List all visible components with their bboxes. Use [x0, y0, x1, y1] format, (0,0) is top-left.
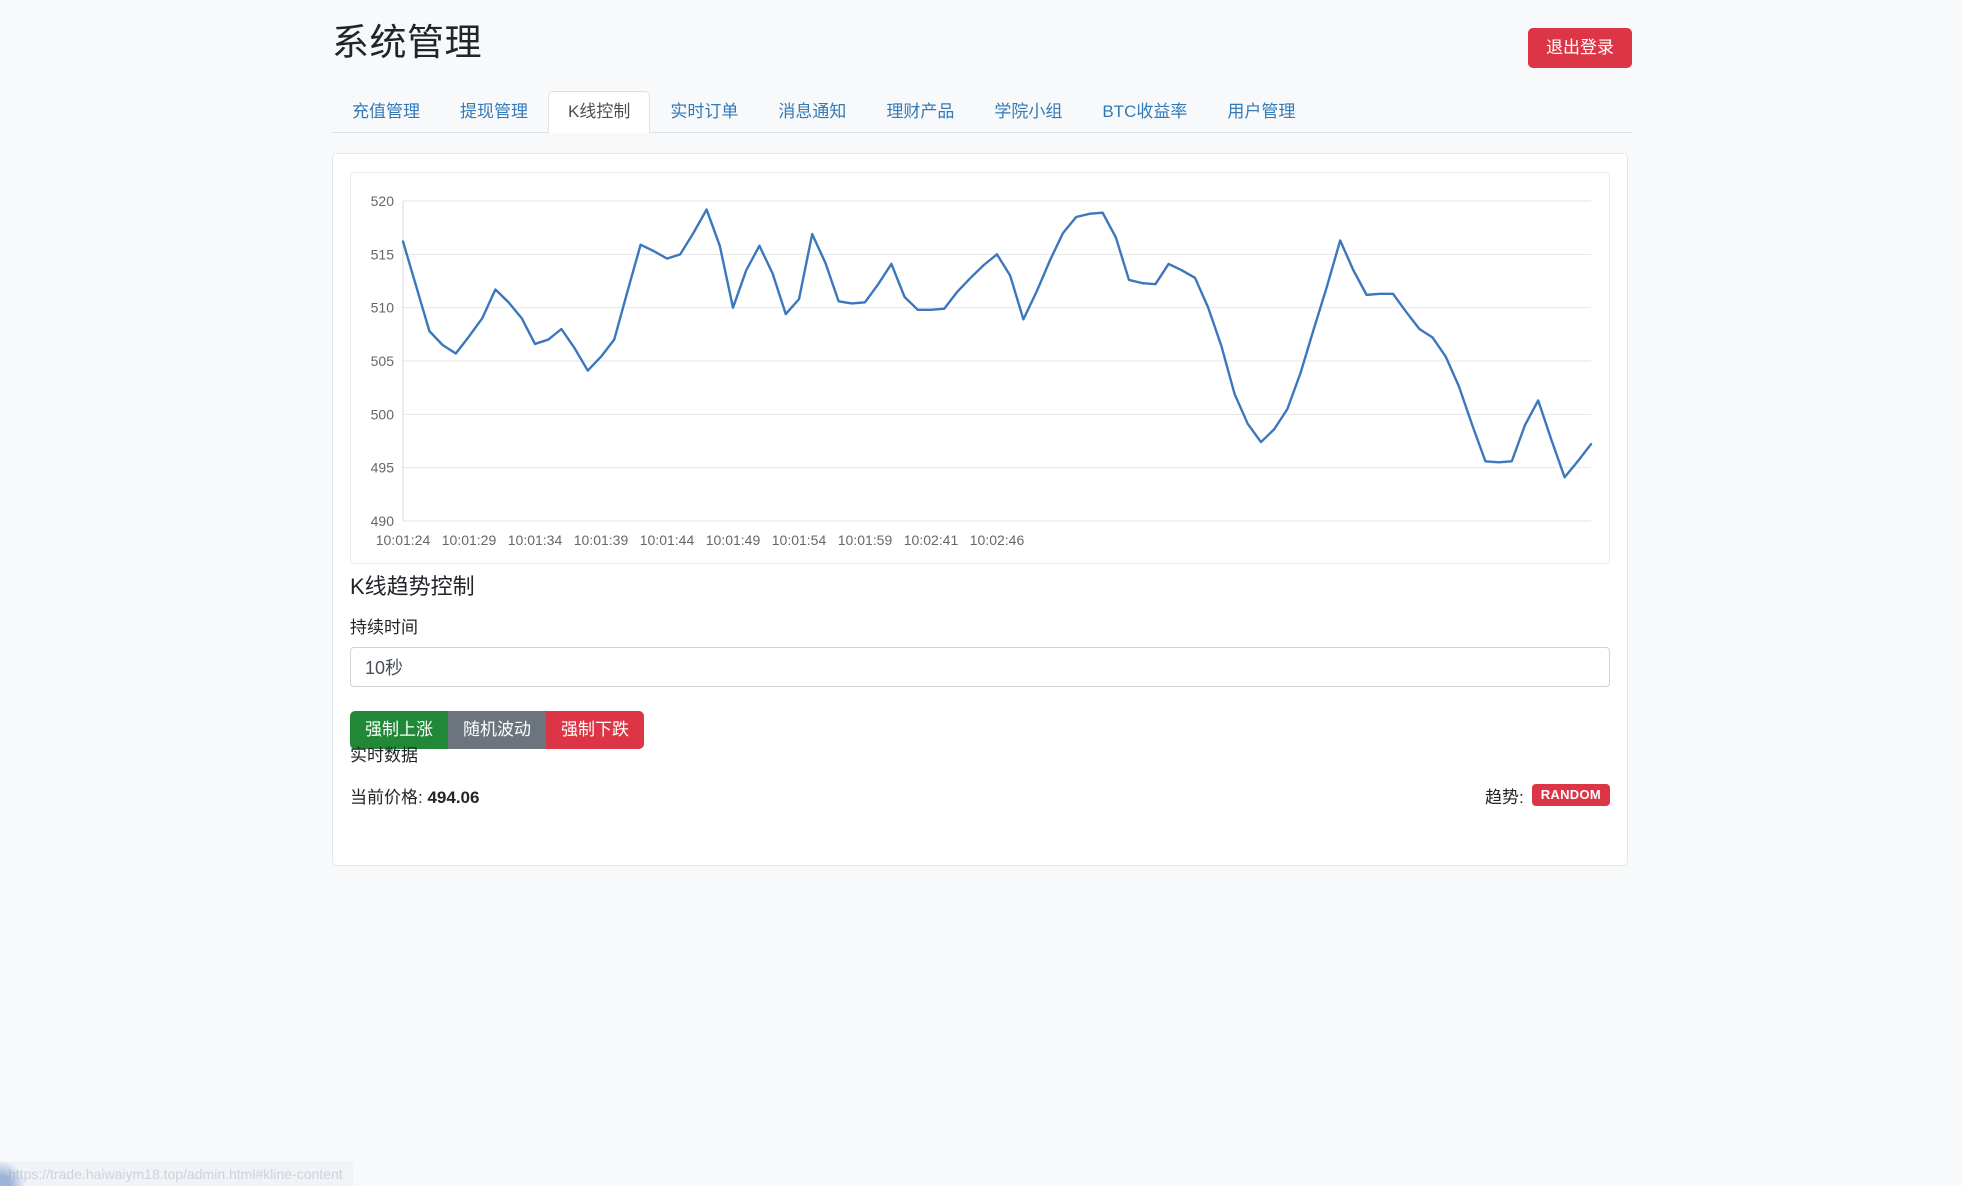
- price-series-line: [401, 208, 1593, 479]
- x-axis-tick-label: 10:01:49: [706, 532, 761, 548]
- x-axis-tick-label: 10:01:44: [640, 532, 695, 548]
- force-up-button[interactable]: 强制上涨: [350, 710, 448, 749]
- trend-control-title: K线趋势控制: [350, 574, 475, 599]
- page-title: 系统管理: [332, 22, 482, 63]
- y-axis-tick-label: 515: [371, 246, 395, 262]
- app-header: 系统管理 退出登录: [332, 14, 1632, 80]
- tab-0[interactable]: 充值管理: [332, 91, 440, 133]
- trend-control-section: K线趋势控制 持续时间 强制上涨 随机波动 强制下跌: [350, 574, 1610, 749]
- y-axis-tick-label: 505: [371, 353, 395, 369]
- tab-label: 充值管理: [352, 101, 420, 121]
- main-tab-bar: 充值管理 提现管理 K线控制 实时订单 消息通知 理财产品 学院小组 BTC收益率 用户管理: [332, 90, 1632, 133]
- realtime-data-row: 当前价格: 494.06 趋势: RANDOM: [350, 782, 1610, 808]
- tab-7[interactable]: BTC收益率: [1082, 91, 1207, 133]
- status-bar-url: https://trade.haiwaiym18.top/admin.html#…: [8, 1165, 343, 1182]
- trend-button-group: 强制上涨 随机波动 强制下跌: [350, 710, 644, 749]
- kline-content-card: 490 495 500 505 510 515 520 10:01:24 10:01:29 10:…: [332, 153, 1628, 866]
- realtime-data-section: 实时数据 当前价格: 494.06 趋势: RANDOM: [350, 746, 1610, 808]
- x-axis-tick-label: 10:01:39: [574, 532, 629, 548]
- tab-label: 提现管理: [460, 101, 528, 121]
- tab-1[interactable]: 提现管理: [440, 91, 548, 133]
- x-axis-tick-label: 10:01:24: [376, 532, 431, 548]
- kline-chart[interactable]: 490 495 500 505 510 515 520 10:01:24 10:01:29 10:…: [351, 173, 1609, 563]
- y-axis-tick-label: 500: [371, 406, 395, 422]
- duration-input[interactable]: [350, 646, 1610, 687]
- x-axis-tick-label: 10:01:59: [838, 532, 893, 548]
- tab-label: 用户管理: [1227, 101, 1296, 121]
- force-down-button[interactable]: 强制下跌: [546, 710, 644, 749]
- current-price-label: 当前价格:: [350, 787, 423, 807]
- tab-label: BTC收益率: [1102, 101, 1188, 121]
- y-axis-tick-label: 510: [371, 300, 395, 316]
- x-axis-tick-label: 10:01:34: [508, 532, 563, 548]
- random-fluctuation-button[interactable]: 随机波动: [448, 710, 546, 749]
- tab-label: K线控制: [568, 101, 631, 121]
- tab-label: 理财产品: [886, 101, 955, 121]
- tab-5[interactable]: 理财产品: [866, 91, 974, 133]
- tab-8[interactable]: 用户管理: [1207, 91, 1315, 133]
- browser-status-bar: https://trade.haiwaiym18.top/admin.html#…: [0, 1161, 353, 1186]
- status-badge: RANDOM: [1531, 784, 1610, 807]
- x-axis-tick-label: 10:02:46: [970, 532, 1025, 548]
- y-axis-tick-label: 495: [371, 460, 395, 476]
- current-price-value: 494.06: [427, 787, 480, 807]
- tab-6[interactable]: 学院小组: [974, 91, 1082, 133]
- tab-4[interactable]: 消息通知: [758, 91, 866, 133]
- current-price: 当前价格: 494.06: [350, 783, 479, 808]
- tab-2[interactable]: K线控制: [548, 90, 651, 133]
- kline-chart-panel[interactable]: 490 495 500 505 510 515 520 10:01:24 10:01:29 10:…: [350, 172, 1610, 564]
- trend-status: 趋势: RANDOM: [1485, 783, 1610, 808]
- realtime-data-title: 实时数据: [350, 746, 418, 765]
- y-axis-tick-label: 520: [371, 193, 395, 209]
- tab-label: 消息通知: [778, 101, 847, 121]
- x-axis-tick-label: 10:01:54: [772, 532, 827, 548]
- y-axis-tick-label: 490: [371, 513, 395, 529]
- tab-label: 实时订单: [670, 101, 739, 121]
- tab-3[interactable]: 实时订单: [650, 91, 758, 133]
- logout-button[interactable]: 退出登录: [1528, 28, 1632, 68]
- x-axis-tick-label: 10:02:41: [904, 532, 959, 548]
- x-axis-tick-label: 10:01:29: [442, 532, 497, 548]
- tab-label: 学院小组: [994, 101, 1063, 121]
- duration-label: 持续时间: [350, 618, 418, 638]
- trend-label: 趋势:: [1484, 787, 1524, 807]
